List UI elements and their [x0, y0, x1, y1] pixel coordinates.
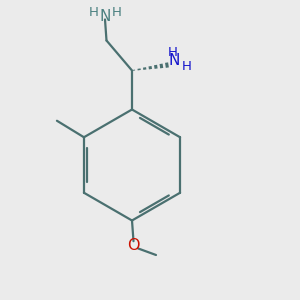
- Text: H: H: [168, 46, 177, 59]
- Text: O: O: [127, 238, 140, 253]
- Text: H: H: [182, 59, 191, 73]
- Text: H: H: [112, 5, 122, 19]
- Text: N: N: [100, 9, 111, 24]
- Text: H: H: [89, 5, 98, 19]
- Text: N: N: [168, 53, 180, 68]
